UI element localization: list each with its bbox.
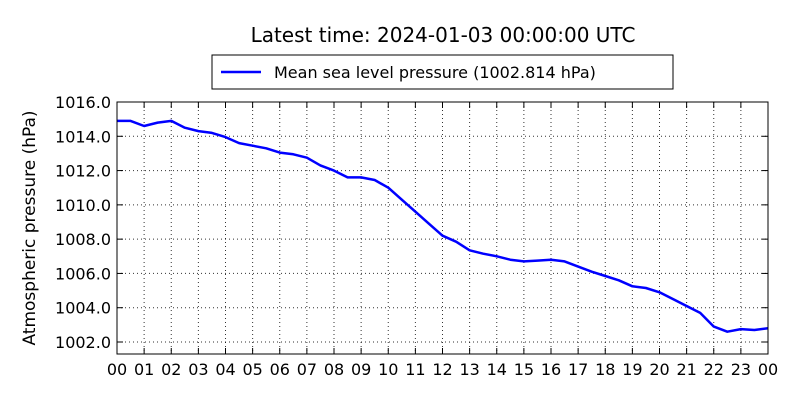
gridlines — [116, 101, 769, 354]
x-tick-label: 17 — [568, 360, 588, 379]
x-tick-label: 13 — [459, 360, 479, 379]
x-tick-label: 14 — [487, 360, 507, 379]
axis-ticks — [116, 101, 769, 354]
x-tick-label: 03 — [188, 360, 208, 379]
x-tick-label: 18 — [595, 360, 615, 379]
x-tick-label: 10 — [378, 360, 398, 379]
plot-frame — [116, 101, 769, 355]
y-tick-label: 1006.0 — [55, 264, 111, 283]
x-tick-label: 12 — [432, 360, 452, 379]
x-tick-labels: 00 01 02 03 04 05 06 07 08 09 10 11 12 13 14 15 16 17 18 19… — [107, 360, 778, 379]
x-tick-label: 19 — [622, 360, 642, 379]
x-tick-label: 21 — [676, 360, 696, 379]
x-tick-label: 06 — [270, 360, 290, 379]
x-tick-label: 22 — [704, 360, 724, 379]
x-tick-label: 15 — [514, 360, 534, 379]
legend-label: Mean sea level pressure (1002.814 hPa) — [274, 63, 596, 82]
chart-title: Latest time: 2024-01-03 00:00:00 UTC — [251, 23, 636, 47]
x-tick-label: 04 — [215, 360, 235, 379]
x-tick-label: 08 — [324, 360, 344, 379]
y-tick-label: 1004.0 — [55, 299, 111, 318]
y-tick-label: 1010.0 — [55, 196, 111, 215]
y-tick-label: 1014.0 — [55, 127, 111, 146]
x-tick-label: 00 — [758, 360, 778, 379]
y-axis-label: Atmospheric pressure (hPa) — [20, 110, 40, 345]
x-tick-label: 07 — [297, 360, 317, 379]
x-tick-label: 02 — [161, 360, 181, 379]
x-tick-label: 01 — [134, 360, 154, 379]
x-tick-label: 11 — [405, 360, 425, 379]
y-tick-label: 1012.0 — [55, 162, 111, 181]
y-tick-label: 1008.0 — [55, 230, 111, 249]
plot-area-border — [116, 101, 769, 355]
x-tick-label: 05 — [242, 360, 262, 379]
x-tick-label: 16 — [541, 360, 561, 379]
y-tick-label: 1016.0 — [55, 93, 111, 112]
y-tick-labels: 1002.0 1004.0 1006.0 1008.0 1010.0 1012.0 1014… — [55, 93, 111, 352]
series-layer — [116, 119, 769, 333]
legend-box — [211, 54, 674, 90]
x-tick-label: 00 — [107, 360, 127, 379]
x-tick-label: 23 — [731, 360, 751, 379]
y-tick-label: 1002.0 — [55, 333, 111, 352]
x-tick-label: 20 — [649, 360, 669, 379]
legend: Mean sea level pressure (1002.814 hPa) — [211, 54, 674, 90]
x-tick-label: 09 — [351, 360, 371, 379]
